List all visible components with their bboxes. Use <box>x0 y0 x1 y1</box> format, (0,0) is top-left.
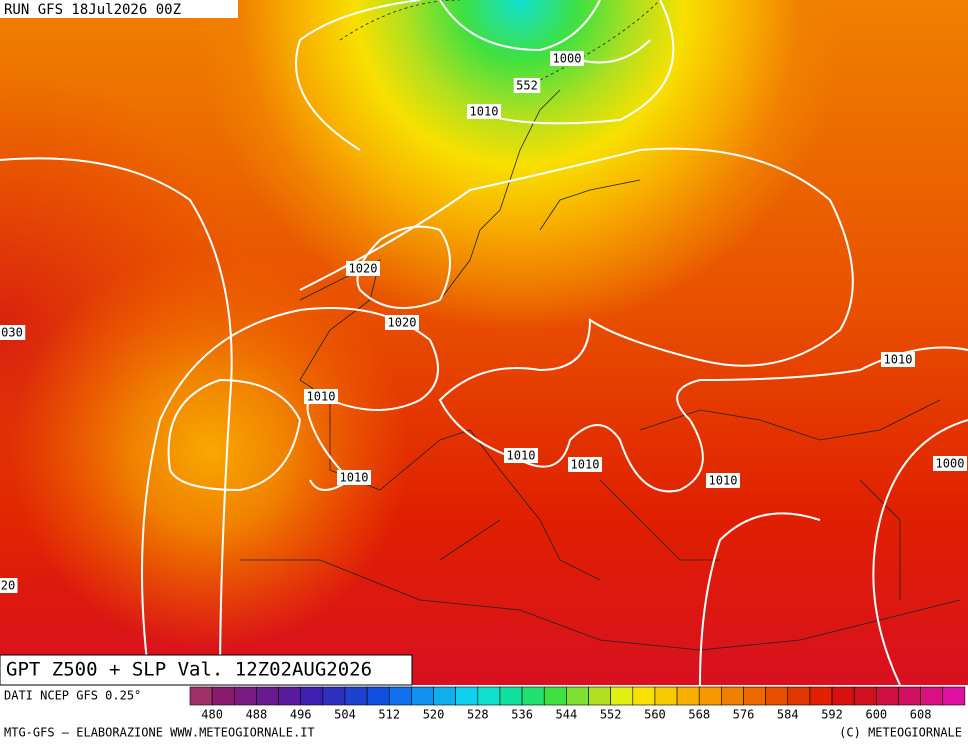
isobar-label-box <box>550 51 584 66</box>
copyright: (C) METEOGIORNALE <box>839 726 962 740</box>
isobar-label: 1010 <box>571 458 600 472</box>
color-swatch <box>721 686 744 706</box>
color-swatch <box>455 686 479 706</box>
colorbar-label: 528 <box>467 708 489 722</box>
color-swatch <box>189 686 213 706</box>
color-swatch <box>898 686 921 706</box>
color-swatch <box>521 686 545 706</box>
color-swatch <box>211 686 235 706</box>
colorbar-label: 592 <box>821 708 843 722</box>
colorbar: 480 488 496 504 512 520 528 536 544 552 560 568 576 5… <box>189 686 966 722</box>
isobar-label-box <box>504 448 538 463</box>
color-swatch <box>588 686 611 706</box>
isobar-label-box <box>346 261 380 276</box>
color-swatch <box>809 686 833 706</box>
colorbar-label: 560 <box>644 708 666 722</box>
colorbar-label: 584 <box>777 708 799 722</box>
isobar-label-box <box>0 578 18 593</box>
title: GPT Z500 + SLP Val. 12Z02AUG2026 <box>6 659 372 681</box>
color-swatch <box>300 686 324 706</box>
color-swatch <box>765 686 789 706</box>
isobar-label: 1010 <box>507 449 536 463</box>
isobar-label: 552 <box>516 79 538 93</box>
color-swatch <box>632 686 656 706</box>
color-swatch <box>853 686 877 706</box>
isobar-label: 1010 <box>470 105 499 119</box>
color-swatch <box>676 686 700 706</box>
isobar-label: 1010 <box>340 471 369 485</box>
run-label: RUN GFS 18Jul2026 00Z <box>4 2 181 18</box>
colorbar-label: 608 <box>910 708 932 722</box>
color-swatch <box>743 686 766 706</box>
isobar-label: 1000 <box>553 52 582 66</box>
colorbar-label: 504 <box>334 708 356 722</box>
isobar-labels: 1000 552 1010 1020 1020 030 1010 1010 1010 1010 10… <box>0 51 967 593</box>
color-swatch <box>278 686 301 706</box>
colorbar-label: 568 <box>688 708 710 722</box>
isobar-label-box <box>706 473 740 488</box>
colorbar-label: 600 <box>865 708 887 722</box>
isobar-label-box <box>467 104 501 119</box>
color-swatch <box>499 686 523 706</box>
colorbar-label: 520 <box>423 708 445 722</box>
isobar-label-box <box>568 457 602 472</box>
color-swatch <box>543 686 567 706</box>
color-swatch <box>831 686 855 706</box>
color-swatch <box>876 686 899 706</box>
colorbar-label: 552 <box>600 708 622 722</box>
colorbar-label: 544 <box>556 708 578 722</box>
color-swatch <box>610 686 634 706</box>
isobar-label-box <box>0 325 26 340</box>
isobar-label: 030 <box>1 326 23 340</box>
color-swatch <box>477 686 501 706</box>
color-swatch <box>366 686 390 706</box>
isobar-label: 20 <box>1 579 15 593</box>
isobar-label: 1010 <box>307 390 336 404</box>
color-swatch <box>920 686 944 706</box>
color-swatch <box>388 686 412 706</box>
isobar-label: 1010 <box>709 474 738 488</box>
isobar-label: 1000 <box>936 457 965 471</box>
isobar-label-box <box>337 470 371 485</box>
isobar-label: 1020 <box>349 262 378 276</box>
credit: MTG-GFS — ELABORAZIONE WWW.METEOGIORNALE… <box>4 726 315 740</box>
color-swatch <box>256 686 279 706</box>
isobar-label-box <box>881 352 915 367</box>
color-swatch <box>233 686 257 706</box>
isobar-label-box <box>304 389 338 404</box>
isobar-label-box <box>933 456 967 471</box>
colorbar-label: 480 <box>201 708 223 722</box>
title-box <box>0 654 413 686</box>
colorbar-label: 496 <box>290 708 312 722</box>
color-swatch <box>787 686 811 706</box>
map <box>0 0 968 686</box>
color-swatch <box>344 686 368 706</box>
isobar-label-box <box>513 78 541 93</box>
colorbar-label: 576 <box>733 708 755 722</box>
isobar-label: 1010 <box>884 353 913 367</box>
color-swatch <box>654 686 678 706</box>
color-swatch <box>433 686 456 706</box>
isobar-label: 1020 <box>388 316 417 330</box>
source: DATI NCEP GFS 0.25° <box>4 689 141 703</box>
colorbar-label: 512 <box>378 708 400 722</box>
isobar-label-box <box>385 315 419 330</box>
run-box <box>0 0 238 18</box>
colorbar-label: 536 <box>511 708 533 722</box>
color-swatch <box>411 686 434 706</box>
color-swatch <box>566 686 589 706</box>
color-swatch <box>698 686 722 706</box>
color-swatch <box>322 686 346 706</box>
color-swatch <box>942 686 966 706</box>
colorbar-label: 488 <box>246 708 268 722</box>
